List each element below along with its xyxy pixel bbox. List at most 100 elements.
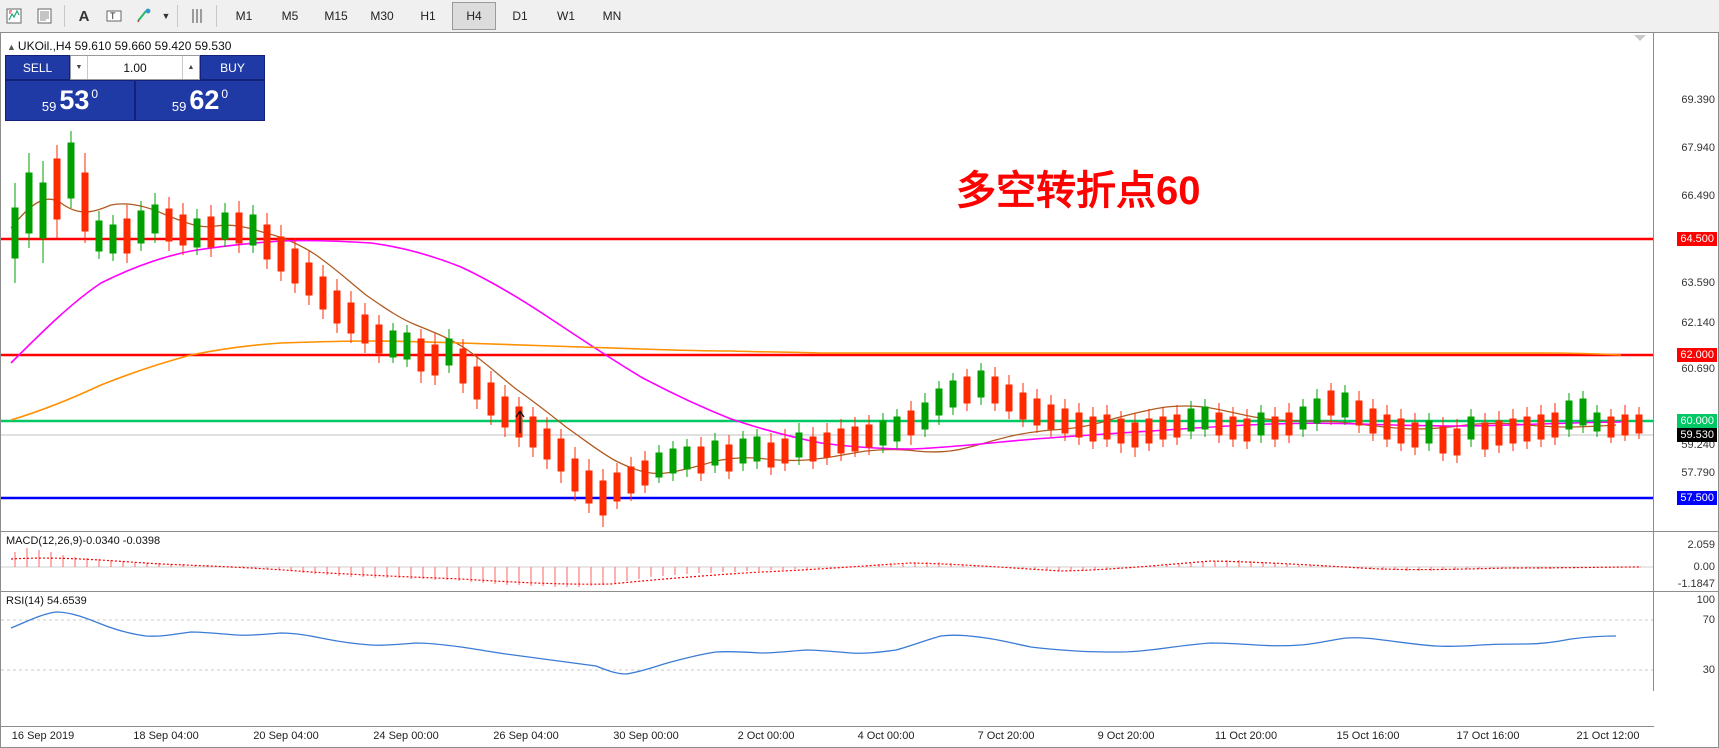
time-tick-2: 20 Sep 04:00: [253, 730, 319, 742]
price-axis[interactable]: 69.390 67.940 66.490 65.040 63.590 62.14…: [1653, 33, 1718, 531]
drawing-glyph: [137, 8, 151, 22]
new-chart-glyph: [6, 8, 22, 24]
time-tick-10: 11 Oct 20:00: [1214, 730, 1278, 742]
rsi-axis: 100 70 30: [1653, 592, 1718, 691]
macd-title: MACD(12,26,9)-0.0340 -0.0398: [6, 535, 161, 547]
time-tick-12: 17 Oct 16:00: [1456, 730, 1520, 742]
buy-price-sup: 0: [221, 87, 229, 101]
timeframe-m5[interactable]: M5: [281, 9, 299, 23]
chart-scroll-handle[interactable]: [1634, 35, 1646, 41]
volume-value[interactable]: 1.00: [123, 60, 147, 75]
price-tick-63590: 63.590: [1681, 277, 1715, 289]
dropdown-arrow-icon[interactable]: ▼: [161, 11, 171, 21]
toolbar: A T ▼ M1 M5 M15 M30 H1 H4 D1: [0, 0, 1719, 33]
macd-signal-line: [10, 557, 1642, 585]
macd-pane: MACD(12,26,9)-0.0340 -0.0398: [1, 531, 1718, 592]
macd-axis: 2.059 0.00 -1.1847: [1653, 532, 1718, 591]
one-click-top-row: SELL ▼ 1.00 ▲ BUY: [5, 55, 265, 80]
level-tag-last-price: 59.530: [1677, 428, 1717, 442]
price-tick-66490: 66.490: [1681, 190, 1715, 202]
macd-svg: [1, 548, 1654, 587]
chart-area[interactable]: ▲ UKOil.,H4 59.610 59.660 59.420 59.530 S…: [0, 32, 1719, 748]
timeframe-m15[interactable]: M15: [324, 9, 348, 23]
rsi-pane: RSI(14) 54.6539 100 70 30: [1, 591, 1718, 692]
time-tick-4: 26 Sep 04:00: [493, 730, 559, 742]
macd-tick-zero: 0.00: [1693, 561, 1715, 573]
timeframe-m1[interactable]: M1: [235, 9, 253, 23]
macd-tick-max: 2.059: [1687, 539, 1715, 551]
rsi-tick-100: 100: [1696, 594, 1715, 606]
rsi-line: [10, 611, 1617, 675]
new-chart-icon[interactable]: [0, 2, 30, 30]
timeframe-mn[interactable]: MN: [602, 9, 622, 23]
symbol-quote-text: UKOil.,H4 59.610 59.660 59.420 59.530: [17, 39, 232, 53]
buy-price-prefix: 59: [171, 99, 187, 114]
price-pane: ▲ UKOil.,H4 59.610 59.660 59.420 59.530 S…: [1, 33, 1718, 531]
svg-text:T: T: [110, 11, 116, 21]
price-tick-69390: 69.390: [1681, 94, 1715, 106]
time-axis[interactable]: 16 Sep 2019 18 Sep 04:00 20 Sep 04:00 24…: [1, 726, 1654, 747]
rsi-title: RSI(14) 54.6539: [6, 595, 87, 607]
chart-template-icon[interactable]: [30, 2, 60, 30]
level-tag-60000: 60.000: [1677, 414, 1717, 428]
price-tick-62140: 62.140: [1681, 317, 1715, 329]
time-tick-1: 18 Sep 04:00: [133, 730, 199, 742]
level-tag-57500: 57.500: [1677, 491, 1717, 505]
price-plot[interactable]: [1, 33, 1654, 531]
text-label-icon[interactable]: T: [99, 2, 129, 30]
rsi-svg: [1, 611, 1654, 675]
time-tick-7: 4 Oct 00:00: [857, 730, 915, 742]
price-tick-57790: 57.790: [1681, 467, 1715, 479]
one-click-price-row: 59 53 0 59 62 0: [5, 80, 265, 121]
time-tick-3: 24 Sep 00:00: [373, 730, 439, 742]
timeframe-w1[interactable]: W1: [557, 9, 575, 23]
rsi-tick-30: 30: [1702, 664, 1715, 676]
ma-orange: [10, 340, 1622, 421]
label-glyph: T: [106, 10, 122, 22]
toolbar-separator-1: [64, 5, 65, 27]
volume-up-icon[interactable]: ▲: [182, 56, 199, 79]
text-tool-icon[interactable]: A: [78, 7, 90, 25]
timeframe-m30[interactable]: M30: [370, 9, 394, 23]
drawing-tools-icon[interactable]: [129, 2, 159, 30]
template-glyph: [37, 8, 52, 24]
sell-button[interactable]: SELL: [5, 55, 70, 80]
chart-annotation-text: 多空转折点60: [956, 169, 1201, 213]
rsi-tick-70: 70: [1702, 614, 1715, 626]
sell-price-sup: 0: [91, 87, 99, 101]
candlesticks: [11, 131, 1643, 527]
time-tick-9: 9 Oct 20:00: [1097, 730, 1155, 742]
time-tick-6: 2 Oct 00:00: [737, 730, 795, 742]
grid-icon[interactable]: [182, 2, 212, 30]
buy-price-main: 62: [189, 85, 220, 115]
time-tick-8: 7 Oct 20:00: [977, 730, 1035, 742]
time-tick-5: 30 Sep 00:00: [613, 730, 679, 742]
timeframe-h4[interactable]: H4: [452, 2, 496, 30]
toolbar-separator-2: [177, 5, 178, 27]
time-tick-11: 15 Oct 16:00: [1336, 730, 1400, 742]
price-tick-67940: 67.940: [1681, 142, 1715, 154]
grid-glyph: [192, 9, 202, 23]
macd-tick-min: -1.1847: [1677, 578, 1715, 590]
level-tag-62000: 62.000: [1677, 348, 1717, 362]
time-tick-0: 16 Sep 2019: [11, 730, 75, 742]
rsi-plot[interactable]: [1, 592, 1654, 691]
sell-price-main: 53: [59, 85, 90, 115]
timeframe-d1[interactable]: D1: [512, 9, 528, 23]
volume-dropdown-icon[interactable]: ▼: [71, 56, 88, 79]
toolbar-separator-3: [216, 5, 217, 27]
collapse-triangle-icon[interactable]: ▲: [7, 42, 16, 52]
symbol-quote-line: ▲ UKOil.,H4 59.610 59.660 59.420 59.530: [7, 39, 231, 53]
timeframe-h1[interactable]: H1: [420, 9, 436, 23]
chart-scroll-handle-icon: [1634, 35, 1646, 41]
volume-stepper[interactable]: ▼ 1.00 ▲: [70, 55, 200, 80]
price-chart-svg: [1, 131, 1654, 527]
price-tick-59240: 59.240: [1681, 439, 1715, 451]
one-click-trading-panel[interactable]: SELL ▼ 1.00 ▲ BUY 59 53 0 59: [5, 55, 265, 121]
sell-price-display[interactable]: 59 53 0: [5, 80, 135, 121]
buy-price-display[interactable]: 59 62 0: [135, 80, 265, 121]
macd-plot[interactable]: [1, 532, 1654, 591]
up-arrow-marker: [515, 410, 525, 433]
buy-button[interactable]: BUY: [200, 55, 265, 80]
